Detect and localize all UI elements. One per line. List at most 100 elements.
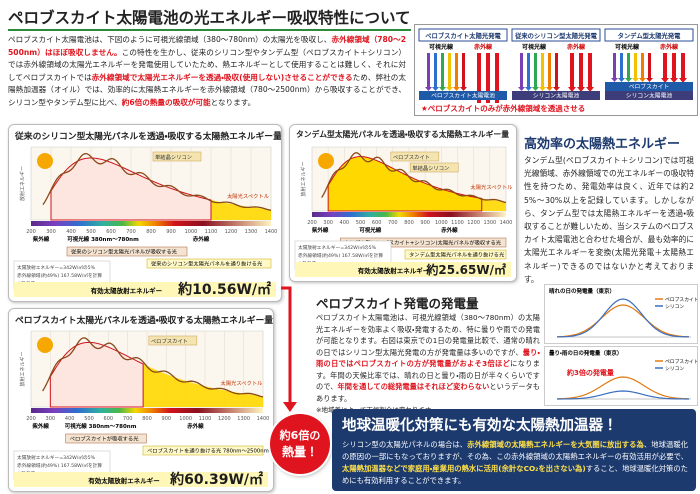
diagram-ir-head [577, 87, 585, 92]
x-tick-label: 1300 [483, 220, 496, 226]
generation-body: ペロブスカイト太陽電池は、可視光線領域（380〜780nm）の太陽光エネルギーを… [316, 312, 540, 417]
x-tick-label: 800 [146, 229, 156, 235]
diagram-infrared: 赤外線 [473, 43, 493, 51]
energy-value: 約25.65W/㎡ [425, 262, 506, 277]
x-tick-label: 400 [340, 220, 350, 226]
diagram-ray [462, 53, 465, 87]
spectrum-bar [31, 221, 271, 226]
x-tick-label: 600 [106, 229, 116, 235]
diagram-header-text: タンデム型太陽光発電 [618, 31, 682, 40]
diagram-ray [634, 53, 637, 78]
mini-curve [556, 298, 690, 338]
diagram-cell-text: シリコン太陽電池 [533, 92, 580, 100]
diagram-ray [441, 53, 444, 87]
diagram: ペロブスカイト太陽光発電 可視光線 赤外線 ペロブスカイト太陽電池 従来のシリコン型太陽… [414, 24, 698, 116]
mini-legend-text: シリコン [665, 304, 684, 310]
diagram-header [418, 28, 508, 42]
diagram-ray [648, 53, 651, 78]
callout-text: タンデム型(ペロブスカイト+シリコン)太陽光パネルが吸収する光 [344, 239, 501, 247]
diagram-ray [613, 53, 616, 78]
mini-title: 晴れの日の発電量（東京） [549, 287, 615, 295]
y-axis-label: 放射エネルギー [19, 351, 26, 386]
generation-title: ペロブスカイト発電の発電量 [316, 296, 479, 311]
spectrum-bar [312, 212, 506, 217]
diagram-ir-ray [663, 53, 667, 78]
diagram-ir-head [670, 78, 678, 83]
spectrum-curve [42, 152, 272, 211]
callout-box [65, 433, 147, 444]
diagram-caption: ★ペロブスカイトのみが赤外線領域を透過させる [419, 103, 588, 114]
x-tick-label: 1200 [467, 220, 480, 226]
diagram-ray [427, 53, 430, 87]
plot-label: ペロブスカイト [393, 153, 430, 161]
diagram-ray-head [518, 87, 525, 91]
plot-label: 太陽光スペクトル [470, 183, 513, 191]
diagram-ray-head [432, 87, 439, 91]
diagram-ray-head [425, 87, 432, 91]
intro-text: ペロブスカイト太陽電池は、下図のように可視光線領域（380〜780nm）の太陽光… [8, 35, 332, 44]
connector-line [281, 286, 292, 404]
diagram-ray [620, 53, 623, 78]
sun-icon [37, 153, 53, 169]
x-tick-label: 1200 [225, 229, 238, 235]
y-axis-label: 放射エネルギー [19, 166, 26, 201]
mini-curve [556, 304, 690, 338]
plot-label-bg [390, 151, 440, 162]
diagram-ray [455, 53, 458, 87]
badge: 約6倍の 熱量！ [270, 414, 330, 474]
diagram-ray-head [460, 87, 467, 91]
generation-text: になります。年間の天候比率では、晴れの日と曇り・雨の日が半々くらいですので、 [316, 359, 540, 391]
diagram-ray-head [625, 78, 632, 82]
x-tick-label: 1300 [245, 229, 258, 235]
diagram-ray [548, 53, 551, 87]
diagram-ray-head [546, 87, 553, 91]
x-tick-label: 1400 [257, 416, 270, 422]
band-label: 赤外線 [441, 226, 458, 234]
x-tick-label: 500 [84, 416, 94, 422]
band-label: 紫外線 [32, 422, 49, 430]
warming-text: すること、地球温暖化対策のためにも有効利用することができます。 [342, 464, 688, 485]
note-text: 赤外線領域(約49%) 167.58W/㎡を計算 [298, 252, 383, 259]
diagram-header-text: 従来のシリコン型太陽光発電 [514, 31, 598, 40]
diagram-ray-head [446, 87, 453, 91]
callout-box [404, 249, 507, 260]
warming-body: シリコン型の太陽光パネルの場合は、赤外線領域の太陽熱エネルギーを大気圏に放出する… [342, 439, 688, 487]
x-tick-label: 1100 [199, 416, 212, 422]
diagram-ir-head [661, 78, 669, 83]
diagram-ir-head [679, 78, 687, 83]
mini-curve [556, 390, 690, 400]
diagram-visible: 可視光線 [615, 43, 640, 51]
diagram-visible: 可視光線 [522, 43, 547, 51]
diagram-ray [434, 53, 437, 87]
note-text: 太陽放射エネルギー=342W/㎡の5% [17, 454, 96, 461]
intro-text: ため、弊社の太陽熱加温器（オイル）では、効率的に太陽熱エネルギーを赤外線領域（7… [8, 72, 407, 107]
band-label: 紫外線 [33, 235, 50, 243]
energy-value: 約10.56W/㎡ [177, 281, 271, 298]
plot-label-bg [148, 335, 198, 346]
transmitted-area [143, 363, 263, 407]
diagram-header [511, 28, 601, 42]
x-tick-label: 500 [356, 220, 366, 226]
diagram-ray [641, 53, 644, 78]
note-text: 太陽放射エネルギー=342W/㎡の5% [17, 264, 96, 271]
plot-label-bg [409, 162, 459, 173]
mini-title: 曇り・雨の日の発電量（東京） [549, 349, 622, 357]
x-tick-label: 900 [162, 416, 172, 422]
panel-graphic: 200 300 400 500 600 700 800 900 1000 1100 1200 1300… [294, 146, 513, 277]
x-tick-label: 400 [65, 416, 75, 422]
transmitted-area [481, 198, 506, 211]
x-tick-label: 900 [166, 229, 176, 235]
x-tick-label: 200 [26, 416, 36, 422]
x-tick-label: 1100 [205, 229, 218, 235]
callout-text: ペロブスカイトが吸収する光 [70, 435, 140, 443]
intro-emphasis: 約6倍の熱量の吸収が可能 [121, 97, 211, 107]
x-tick-label: 1000 [185, 229, 198, 235]
x-tick-label: 1400 [500, 220, 513, 226]
diagram-ir-head [586, 87, 594, 92]
diagram-cell [605, 82, 693, 91]
x-tick-label: 200 [26, 229, 36, 235]
warming-text: 、地球温暖化の原因の一部にもなっておりますが、その為、この赤外線領域の太陽熱エネ… [342, 440, 689, 461]
absorbed-area [327, 156, 483, 212]
